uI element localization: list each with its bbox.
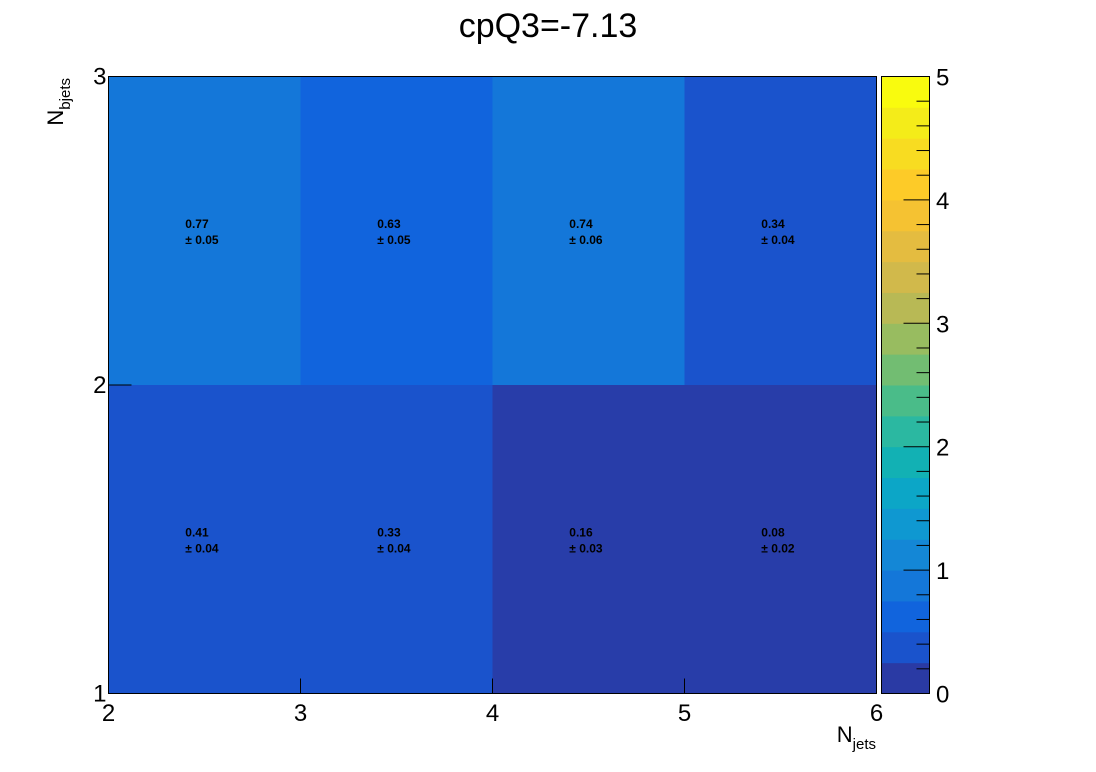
- heatmap-cell: [300, 385, 493, 694]
- heatmap-cell-labels: 0.77 ± 0.05 0.63 ± 0.05 0.74 ± 0.06 0.34 ± 0.04…: [185, 217, 795, 556]
- colorbar-segment: [881, 570, 930, 602]
- cell-error-label: ± 0.03: [569, 541, 603, 555]
- cell-value-label: 0.77: [185, 217, 209, 231]
- colorbar-segment: [881, 292, 930, 324]
- x-tick-label: 2: [102, 700, 115, 727]
- cell-error-label: ± 0.05: [185, 233, 219, 247]
- chart-title: cpQ3=-7.13: [459, 7, 638, 45]
- heatmap-cell: [492, 385, 685, 694]
- heatmap-cell: [108, 76, 301, 385]
- colorbar-tick-label: 2: [936, 435, 949, 462]
- x-axis-title-main: N: [837, 722, 853, 747]
- heatmap-cell: [300, 76, 493, 385]
- colorbar-segment: [881, 600, 930, 633]
- y-axis-title-sub: bjets: [57, 78, 74, 110]
- cell-error-label: ± 0.04: [377, 541, 411, 555]
- heatmap-cell: [684, 76, 877, 385]
- y-axis-title: Nbjets: [43, 78, 74, 126]
- y-tick-label: 2: [93, 372, 106, 399]
- y-axis: 1 2 3: [93, 64, 132, 708]
- cell-value-label: 0.34: [761, 217, 785, 231]
- colorbar-tick-label: 5: [936, 65, 949, 92]
- heatmap-cell: [492, 76, 685, 385]
- colorbar-segment: [881, 199, 930, 232]
- cell-value-label: 0.08: [761, 525, 785, 539]
- cell-error-label: ± 0.05: [377, 233, 411, 247]
- colorbar-segment: [881, 323, 930, 355]
- heatmap-cell: [108, 385, 301, 694]
- cell-error-label: ± 0.02: [761, 541, 795, 555]
- colorbar-segment: [881, 508, 930, 540]
- cell-error-label: ± 0.06: [569, 233, 603, 247]
- colorbar-segment: [881, 477, 930, 509]
- x-tick-label: 4: [486, 700, 499, 727]
- colorbar-segment: [881, 385, 930, 417]
- colorbar-segment: [881, 662, 930, 694]
- cell-value-label: 0.33: [377, 525, 401, 539]
- colorbar-segment: [881, 261, 930, 293]
- colorbar-tick-label: 1: [936, 558, 949, 585]
- colorbar-segment: [881, 169, 930, 201]
- heatmap-cells: [108, 76, 877, 694]
- colorbar-tick-label: 4: [936, 188, 949, 215]
- colorbar-segment: [881, 230, 930, 263]
- colorbar-tick-label: 3: [936, 311, 949, 338]
- cell-value-label: 0.63: [377, 217, 401, 231]
- colorbar-segment: [881, 415, 930, 448]
- cell-error-label: ± 0.04: [185, 541, 219, 555]
- colorbar-tick-label: 0: [936, 682, 949, 709]
- cell-value-label: 0.16: [569, 525, 593, 539]
- cell-value-label: 0.74: [569, 217, 593, 231]
- colorbar-segment: [881, 138, 930, 170]
- colorbar-segment: [881, 354, 930, 386]
- y-tick-label: 3: [93, 64, 106, 91]
- colorbar-segment: [881, 446, 930, 479]
- colorbar-segment: [881, 107, 930, 139]
- colorbar-segment: [881, 539, 930, 571]
- x-tick-label: 5: [678, 700, 691, 727]
- x-axis: 2 3 4 5 6: [102, 678, 883, 727]
- colorbar-segment: [881, 631, 930, 664]
- x-axis-title: Njets: [837, 722, 876, 753]
- x-axis-title-sub: jets: [852, 736, 876, 753]
- x-tick-label: 6: [870, 700, 883, 727]
- heatmap-cell: [684, 385, 877, 694]
- y-axis-title-main: N: [43, 110, 68, 126]
- colorbar-segment: [881, 76, 930, 108]
- cell-value-label: 0.41: [185, 525, 209, 539]
- color-scale-bar: 0 1 2 3 4 5: [881, 65, 949, 709]
- y-tick-label: 1: [93, 681, 106, 708]
- x-tick-label: 3: [294, 700, 307, 727]
- cell-error-label: ± 0.04: [761, 233, 795, 247]
